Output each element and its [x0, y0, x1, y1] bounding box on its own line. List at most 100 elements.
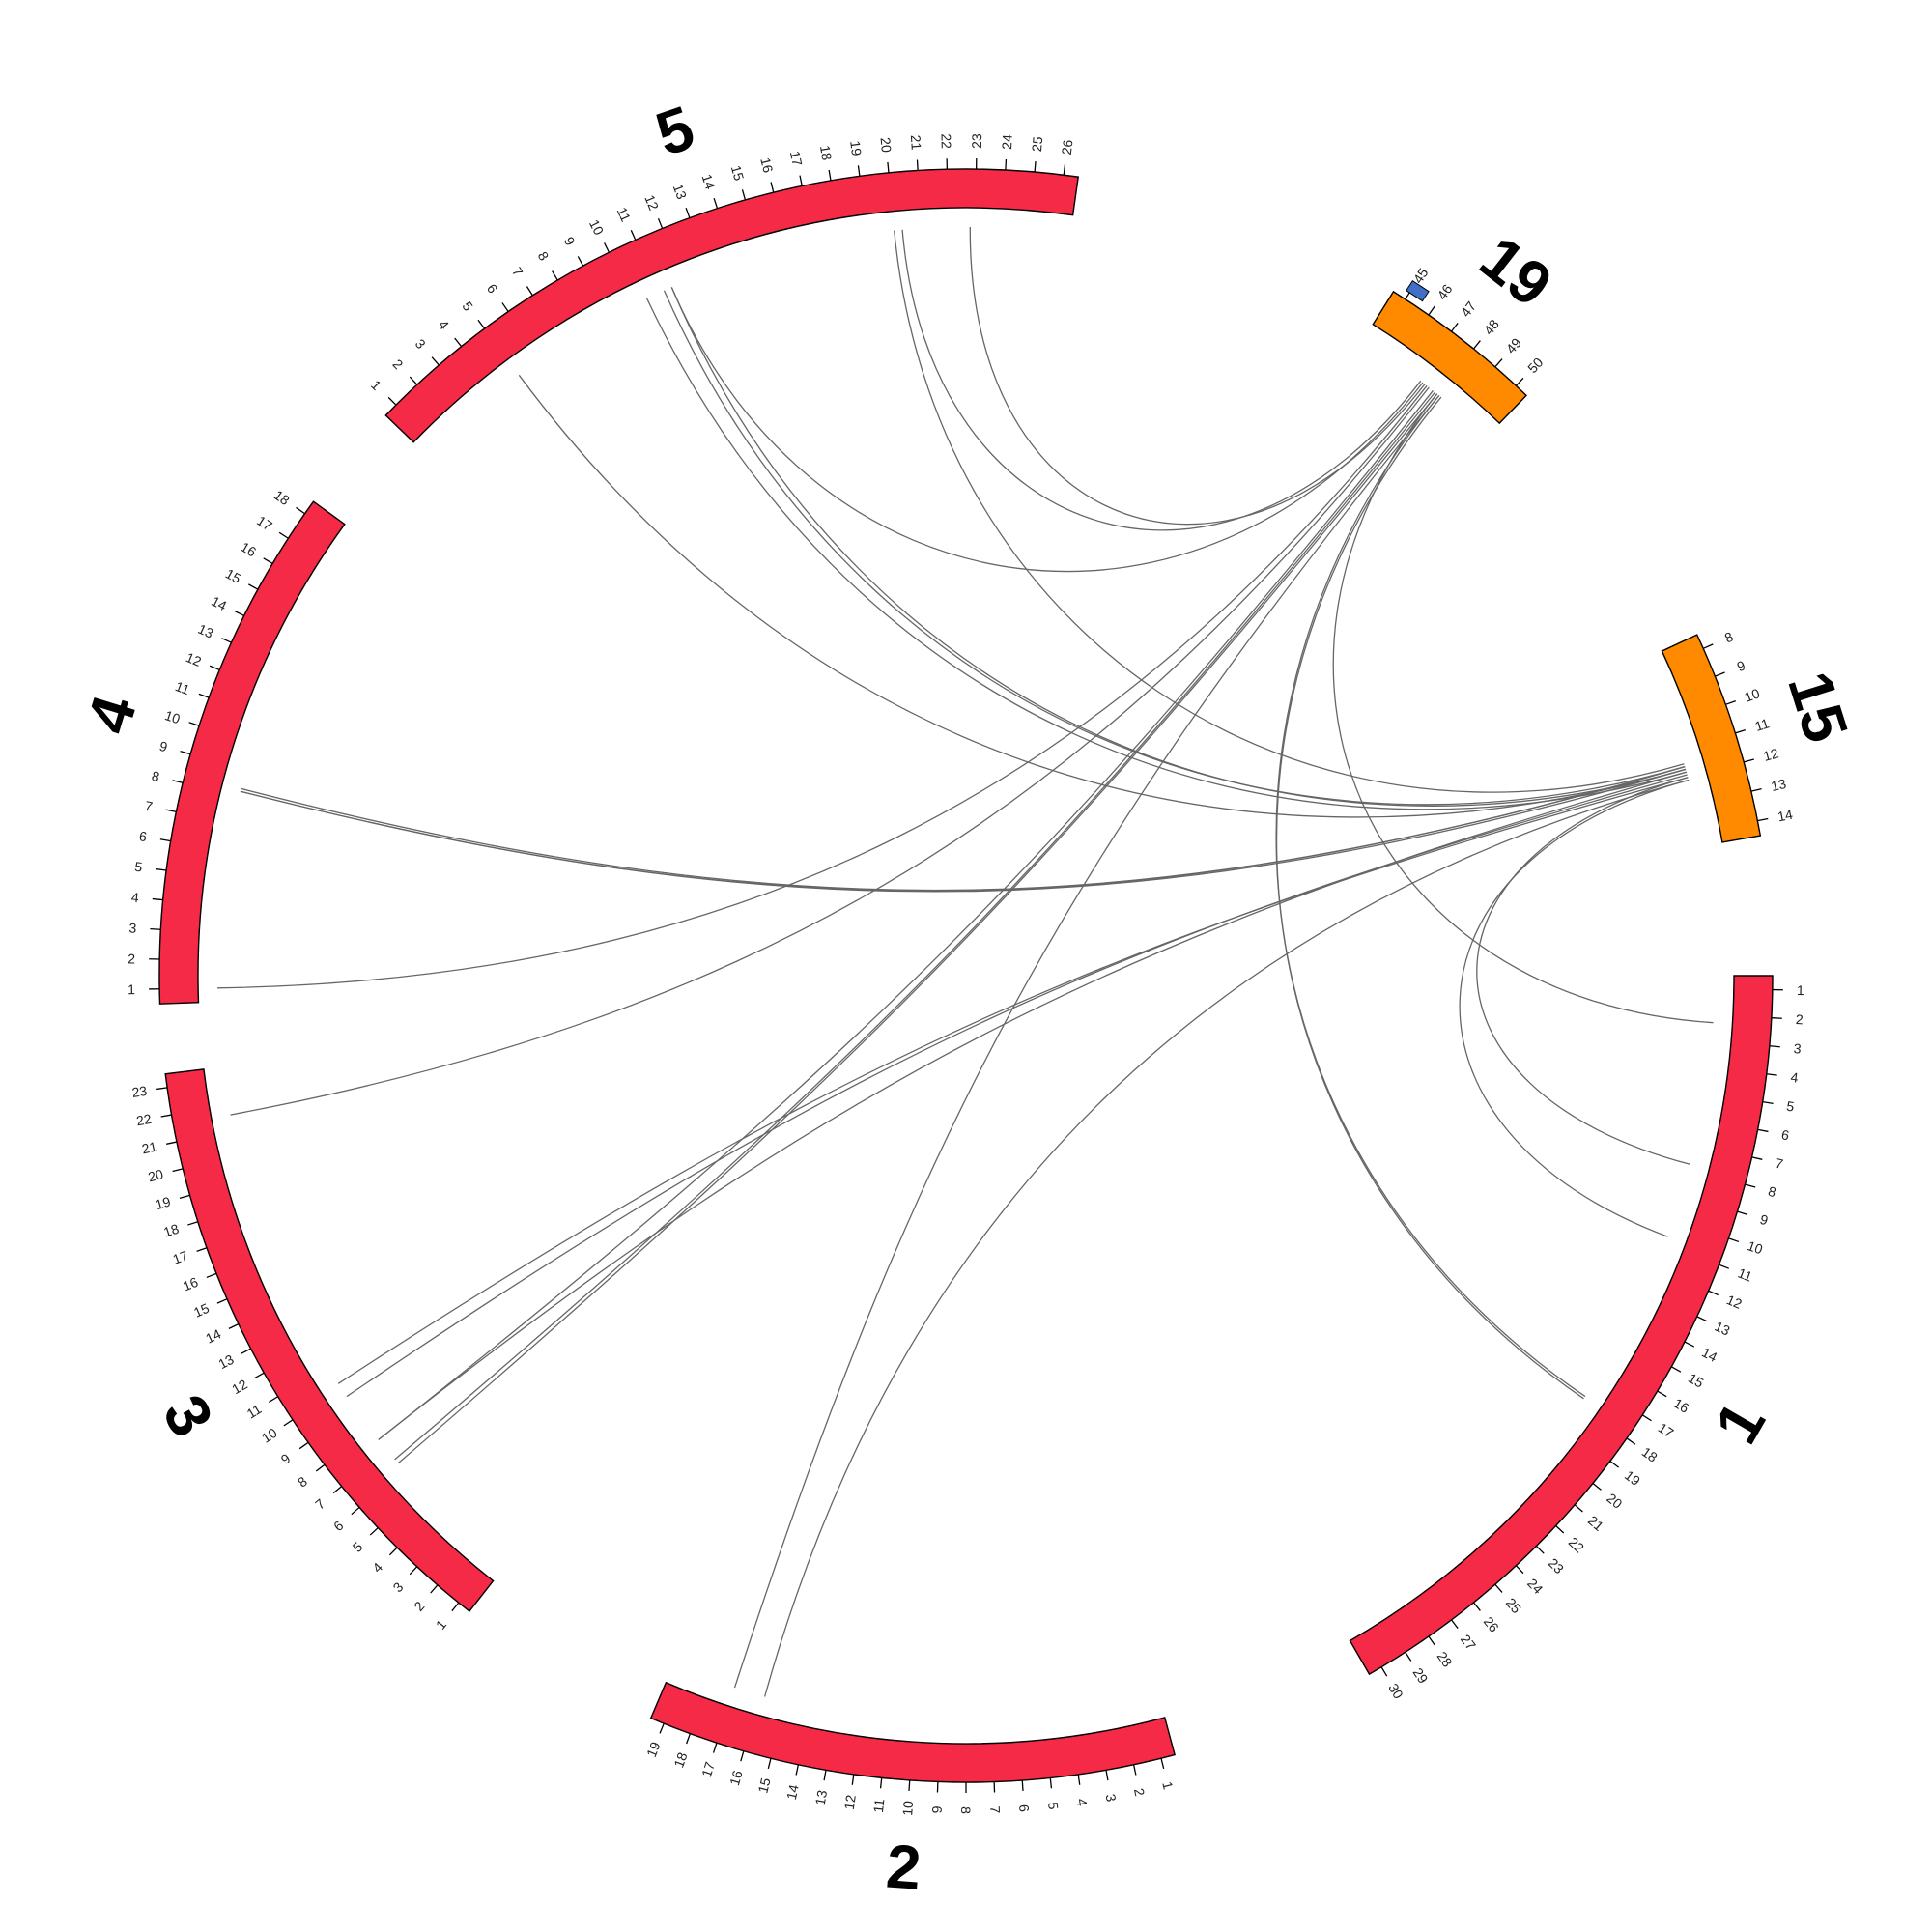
chromosome-1-tick — [1626, 1437, 1636, 1445]
chromosome-3-tick — [166, 1141, 178, 1145]
chromosome-1-tick — [1670, 1366, 1682, 1373]
chromosome-5-tick — [477, 319, 486, 329]
chromosome-3-tick — [196, 1247, 208, 1253]
chromosome-1-tick-label: 20 — [1604, 1491, 1625, 1512]
chromosome-4-tick — [278, 531, 289, 539]
chromosome-4-tick — [150, 927, 161, 930]
chromosome-1-tick — [1751, 1156, 1763, 1160]
chromosome-4-tick — [221, 638, 232, 643]
chromosome-1-tick — [1592, 1482, 1602, 1491]
chromosome-5-tick — [552, 270, 558, 281]
chromosome-4-tick-label: 10 — [163, 707, 183, 726]
link-15-to-2-11 — [763, 779, 1690, 1697]
chromosome-2-tick — [1160, 1758, 1165, 1770]
chromosome-5-tick-label: 7 — [509, 265, 526, 279]
chromosome-1-tick-label: 15 — [1686, 1370, 1707, 1391]
chromosome-3-tick — [228, 1323, 240, 1329]
link-15-to-5-5 — [670, 287, 1687, 807]
chromosome-2-tick-label: 4 — [1074, 1798, 1091, 1807]
chromosome-5-tick — [1005, 158, 1008, 171]
chromosome-1-tick-label: 19 — [1622, 1467, 1643, 1489]
chromosome-4-tick — [172, 780, 184, 783]
chromosome-3-tick — [332, 1486, 343, 1494]
chromosome-5-tick-label: 2 — [389, 356, 406, 373]
chromosome-4-tick — [156, 867, 167, 871]
chromosome-3-tick — [409, 1566, 418, 1576]
chromosome-4-segment — [158, 500, 346, 1005]
chromosome-5-tick-label: 14 — [699, 172, 719, 191]
chromosome-1-tick-label: 13 — [1713, 1319, 1733, 1339]
chromosome-3-tick-label: 8 — [295, 1473, 310, 1491]
chromosome-1-tick-label: 9 — [1758, 1211, 1770, 1229]
chromosome-1-label: 1 — [1701, 1390, 1778, 1455]
chromosome-3-tick — [451, 1602, 460, 1612]
link-19-to-4-17 — [217, 384, 1428, 989]
chromosome-4-tick — [165, 809, 177, 812]
chromosome-15-tick-label: 12 — [1762, 745, 1780, 764]
chromosome-3-tick — [156, 1087, 168, 1091]
link-19-to-3-21 — [378, 389, 1435, 1440]
chromosome-2-tick-label: 18 — [670, 1750, 690, 1770]
chromosome-5-tick — [630, 230, 637, 241]
chromosome-19-label: 19 — [1467, 223, 1564, 321]
chromosome-3-tick — [216, 1298, 228, 1304]
chromosome-1-tick — [1719, 1264, 1730, 1269]
chromosome-5-tick-label: 1 — [368, 377, 384, 393]
chromosome-5-tick-label: 9 — [561, 234, 579, 248]
chromosome-2-tick — [1049, 1777, 1053, 1789]
chromosome-5-tick — [454, 337, 463, 348]
chromosome-layer — [149, 158, 1783, 1793]
chromosome-5-tick-label: 11 — [614, 205, 635, 224]
chromosome-19-tick — [1450, 322, 1459, 332]
chromosome-2-tick-label: 9 — [929, 1805, 945, 1814]
chromosome-5-tick-label: 19 — [847, 140, 865, 157]
links-layer — [217, 226, 1714, 1697]
chromosome-4-tick — [247, 583, 259, 590]
chromosome-3-segment — [164, 1068, 495, 1612]
chromosome-5-label: 5 — [647, 93, 702, 170]
chromosome-1-tick — [1745, 1183, 1756, 1188]
chromosome-4-tick-label: 1 — [128, 981, 135, 997]
chromosome-3-tick — [206, 1272, 217, 1279]
chromosome-3-tick-label: 21 — [140, 1139, 158, 1157]
chromosome-1-tick — [1684, 1341, 1695, 1348]
chromosome-2-tick — [1077, 1774, 1081, 1785]
chromosome-1-tick-label: 6 — [1780, 1126, 1791, 1143]
chromosome-1-tick — [1641, 1414, 1652, 1422]
chromosome-4-tick-label: 14 — [209, 593, 229, 613]
chromosome-2-tick — [1021, 1779, 1024, 1791]
chromosome-2-tick-label: 14 — [783, 1783, 802, 1802]
link-15-to-4-0 — [240, 765, 1686, 892]
chromosome-1-tick-label: 8 — [1767, 1183, 1778, 1201]
chromosome-1-tick — [1574, 1504, 1583, 1513]
chromosome-3-tick-label: 23 — [131, 1083, 149, 1100]
chromosome-3-tick-label: 5 — [350, 1539, 366, 1555]
chromosome-1-tick-label: 1 — [1797, 982, 1804, 998]
chromosome-5-tick — [799, 175, 803, 186]
chromosome-1-tick-label: 4 — [1790, 1069, 1800, 1086]
link-19-to-3-18 — [230, 386, 1430, 1116]
chromosome-5-tick — [857, 165, 861, 177]
chromosome-1-tick-label: 24 — [1524, 1576, 1546, 1597]
chromosome-1-tick-label: 7 — [1774, 1155, 1784, 1172]
chromosome-3-tick-label: 19 — [154, 1193, 173, 1212]
chromosome-15-segment — [1661, 634, 1762, 843]
chromosome-2-tick — [712, 1742, 718, 1753]
chromosome-15-tick-label: 13 — [1770, 776, 1788, 794]
chromosome-19-tick — [1515, 377, 1524, 386]
chromosome-2-tick — [795, 1764, 800, 1776]
chromosome-5-tick — [526, 286, 533, 297]
chromosome-1-tick-label: 12 — [1724, 1292, 1745, 1312]
link-15-to-3-10 — [337, 777, 1689, 1384]
chromosome-4-tick-label: 9 — [157, 738, 169, 755]
chromosome-4-tick — [180, 750, 191, 755]
chromosome-2-tick — [851, 1774, 855, 1785]
chromosome-1-tick-label: 29 — [1410, 1665, 1432, 1687]
link-19-to-1-24 — [1275, 394, 1586, 1398]
chromosome-19-tick-label: 49 — [1503, 335, 1524, 356]
chromosome-2-tick-label: 6 — [1016, 1804, 1033, 1812]
chromosome-4-label: 4 — [73, 688, 150, 741]
chromosome-3-tick-label: 7 — [312, 1495, 327, 1512]
chromosome-2-label: 2 — [884, 1832, 923, 1903]
chromosome-19-tick-label: 46 — [1435, 281, 1456, 302]
